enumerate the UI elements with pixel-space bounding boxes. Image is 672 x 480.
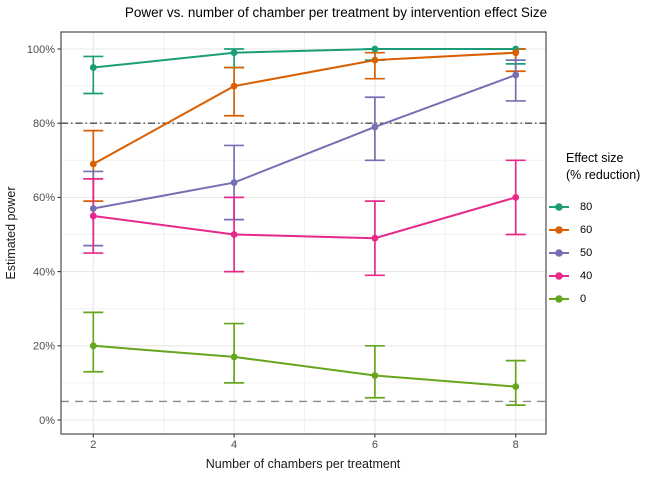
legend-key-dot — [555, 248, 563, 257]
legend-title-line1: Effect size — [566, 151, 624, 165]
legend-key-dot — [555, 294, 563, 303]
y-tick-label: 100% — [27, 44, 55, 56]
y-tick-label: 80% — [33, 118, 55, 130]
data-point-0 — [512, 383, 520, 391]
series-line-40 — [93, 196, 516, 240]
data-point-50 — [512, 71, 520, 79]
data-point-80 — [371, 45, 379, 53]
legend-item-40: 40 — [549, 264, 671, 287]
chart-layers: 0% 20% 40% 60% 80% 100% 2 4 6 8 — [27, 31, 547, 451]
data-point-50 — [89, 205, 97, 212]
chart-title: Power vs. number of chamber per treatmen… — [124, 5, 548, 20]
data-point-0 — [230, 353, 238, 361]
series-line-0 — [93, 344, 516, 388]
legend-key-dot — [555, 271, 563, 280]
legend-item-label: 40 — [580, 269, 593, 282]
x-tick-label: 4 — [231, 439, 237, 451]
data-point-60 — [512, 49, 520, 57]
y-tick-label: 40% — [33, 266, 55, 278]
legend-items: 80 60 50 40 0 — [549, 195, 671, 310]
legend-title: Effect size (% reduction) — [566, 150, 671, 183]
data-point-0 — [89, 342, 97, 350]
data-point-0 — [371, 372, 379, 379]
data-point-40 — [230, 231, 238, 238]
legend-item-label: 80 — [580, 200, 593, 213]
data-point-40 — [512, 194, 520, 201]
legend-key-dot — [555, 202, 563, 211]
legend-item-label: 60 — [580, 223, 593, 236]
legend-item-0: 0 — [549, 287, 671, 310]
x-tick-label: 6 — [372, 439, 378, 451]
panel-background — [61, 32, 546, 434]
legend-key-icon — [549, 271, 569, 280]
legend-item-60: 60 — [549, 218, 671, 241]
data-point-60 — [230, 82, 238, 90]
legend-item-50: 50 — [549, 241, 671, 264]
data-point-80 — [230, 49, 238, 57]
y-tick-label: 60% — [33, 192, 55, 204]
legend-key-icon — [549, 202, 569, 211]
legend-item-label: 0 — [580, 292, 587, 305]
x-axis-title: Number of chambers per treatment — [206, 457, 401, 471]
data-point-40 — [89, 212, 97, 220]
legend-item-80: 80 — [549, 195, 671, 218]
legend-key-icon — [549, 248, 569, 257]
panel-border — [60, 31, 547, 435]
data-point-60 — [371, 56, 379, 64]
legend-key-dot — [555, 225, 563, 234]
data-point-80 — [89, 64, 97, 71]
y-tick-label: 20% — [33, 341, 55, 353]
data-point-40 — [371, 234, 379, 242]
series-line-50 — [93, 74, 517, 210]
series-line-80 — [93, 48, 516, 69]
legend: Effect size (% reduction) 80 60 50 40 0 — [549, 150, 671, 310]
legend-key-icon — [549, 294, 569, 303]
x-tick-label: 2 — [90, 439, 96, 451]
y-tick-label: 0% — [39, 415, 55, 427]
series-line-60 — [92, 51, 516, 165]
x-tick-label: 8 — [513, 439, 519, 451]
data-point-50 — [371, 123, 379, 131]
legend-item-label: 50 — [580, 246, 593, 259]
legend-title-line2: (% reduction) — [566, 167, 641, 182]
data-point-60 — [89, 160, 97, 168]
data-point-50 — [230, 179, 238, 186]
y-axis-title: Estimated power — [4, 186, 18, 279]
legend-key-icon — [549, 225, 569, 234]
